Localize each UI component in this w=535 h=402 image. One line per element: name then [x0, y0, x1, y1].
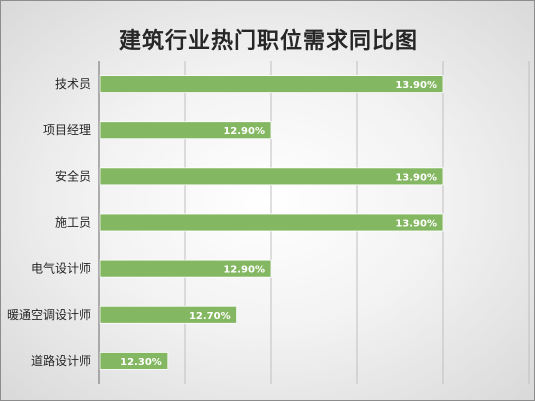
- data-label: 12.30%: [120, 357, 162, 368]
- bar: [99, 352, 169, 370]
- data-label: 12.90%: [223, 265, 265, 276]
- category-label: 技术员: [55, 77, 91, 91]
- data-label: 13.90%: [395, 80, 437, 91]
- category-label: 安全员: [55, 168, 91, 183]
- data-label: 12.70%: [189, 311, 231, 322]
- bar: [99, 213, 444, 232]
- category-label: 道路设计师: [31, 353, 91, 368]
- bar: [99, 305, 238, 324]
- data-label: 13.90%: [395, 172, 437, 183]
- category-label: 施工员: [55, 216, 91, 230]
- bar: [99, 167, 444, 186]
- data-label: 13.90%: [395, 219, 437, 230]
- category-label: 项目经理: [43, 123, 91, 137]
- chart-title: 建筑行业热门职位需求同比图: [118, 29, 418, 54]
- data-label: 12.90%: [223, 126, 265, 137]
- category-label: 电气设计师: [31, 261, 91, 276]
- bars: 13.90% 12.90% 13.90% 13.90% 12.90% 12.70% 12.3…: [99, 75, 444, 370]
- bar: [99, 121, 272, 140]
- bar: [99, 259, 272, 278]
- category-label: 暖通空调设计师: [7, 308, 91, 322]
- bar: [99, 75, 444, 93]
